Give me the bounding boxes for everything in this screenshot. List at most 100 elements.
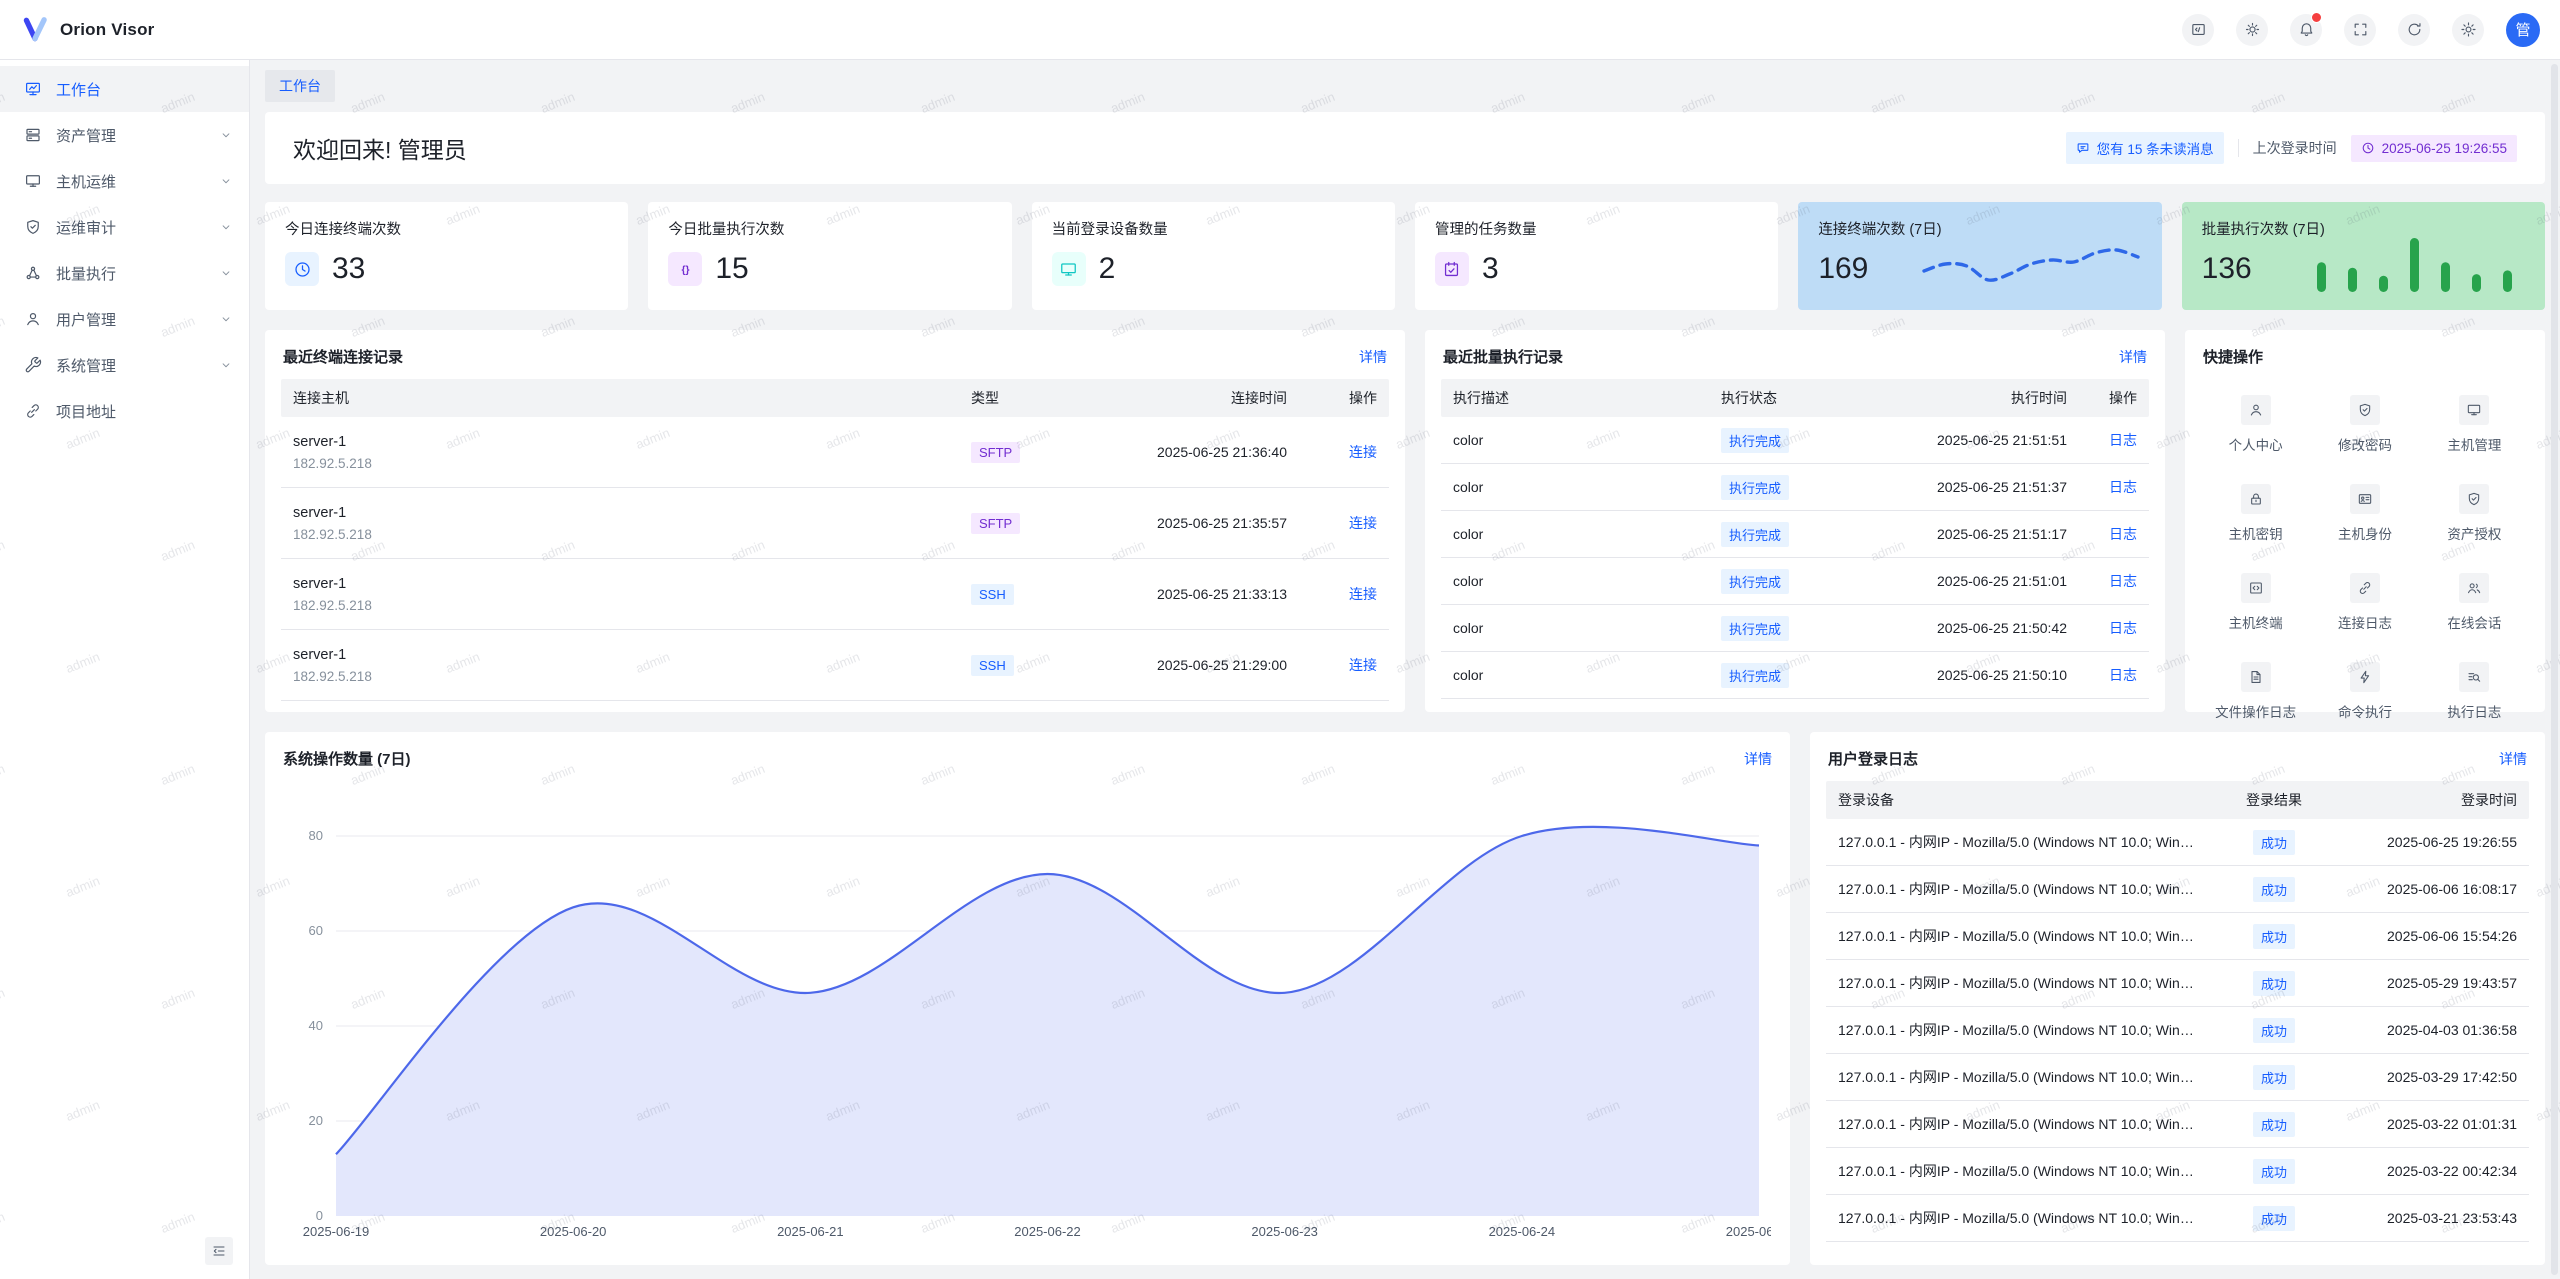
sidebar-item-assets[interactable]: 资产管理	[0, 112, 249, 158]
result-badge: 成功	[2253, 1159, 2295, 1184]
quick-action-change-password[interactable]: 修改密码	[2310, 395, 2419, 454]
notifications-icon	[2298, 21, 2315, 38]
file-text-icon	[2241, 662, 2271, 692]
login-time: 2025-03-29 17:42:50	[2339, 1069, 2529, 1085]
stat-card-current-login-devices: 当前登录设备数量2	[1032, 202, 1395, 310]
settings-button[interactable]	[2452, 14, 2484, 46]
sidebar-item-host-ops[interactable]: 主机运维	[0, 158, 249, 204]
sidebar-item-system-mgmt[interactable]: 系统管理	[0, 342, 249, 388]
stat-value: 136	[2202, 252, 2252, 286]
result-badge: 成功	[2253, 1065, 2295, 1090]
notifications-button[interactable]	[2290, 14, 2322, 46]
last-login-label: 上次登录时间	[2253, 138, 2337, 158]
login-time: 2025-06-25 19:26:55	[2339, 834, 2529, 850]
exec-desc: color	[1441, 573, 1709, 589]
breadcrumb[interactable]: 工作台	[265, 70, 335, 102]
stat-value: 2	[1099, 252, 1116, 286]
fullscreen-icon	[2352, 21, 2369, 38]
quick-action-execution-log[interactable]: 执行日志	[2420, 662, 2529, 721]
quick-action-online-sessions[interactable]: 在线会话	[2420, 573, 2529, 632]
fullscreen-button[interactable]	[2344, 14, 2376, 46]
bottom-row: 系统操作数量 (7日) 详情 0204060802025-06-192025-0…	[265, 732, 2545, 1265]
x-axis-tick: 2025-06-22	[1014, 1224, 1081, 1239]
log-link[interactable]: 日志	[2109, 432, 2137, 448]
quick-action-host-management[interactable]: 主机管理	[2420, 395, 2529, 454]
user-avatar[interactable]: 管	[2506, 13, 2540, 47]
log-link[interactable]: 日志	[2109, 573, 2137, 589]
quick-action-host-identity[interactable]: 主机身份	[2310, 484, 2419, 543]
sidebar-item-workbench[interactable]: 工作台	[0, 66, 249, 112]
clock-icon	[2361, 141, 2375, 155]
exec-time: 2025-06-25 21:51:51	[1859, 432, 2079, 448]
host-name: server-1	[293, 576, 947, 592]
detail-link[interactable]: 详情	[1744, 749, 1772, 769]
host-ip: 182.92.5.218	[293, 527, 947, 542]
divider	[2238, 139, 2239, 157]
y-axis-tick: 0	[316, 1208, 323, 1223]
quick-action-label: 在线会话	[2447, 612, 2501, 632]
middle-row: 最近终端连接记录 详情 连接主机类型连接时间操作server-1182.92.5…	[265, 330, 2545, 712]
recent-executions-panel: 最近批量执行记录 详情 执行描述执行状态执行时间操作color执行完成2025-…	[1425, 330, 2165, 712]
collapse-sidebar-button[interactable]	[205, 1237, 233, 1265]
sidebar-item-batch-exec[interactable]: 批量执行	[0, 250, 249, 296]
unread-messages-badge[interactable]: 您有 15 条未读消息	[2066, 132, 2224, 164]
quick-action-label: 主机终端	[2229, 612, 2283, 632]
login-logs-panel: 用户登录日志 详情 登录设备登录结果登录时间127.0.0.1 - 内网IP -…	[1810, 732, 2545, 1265]
table-header: 连接主机类型连接时间操作	[281, 379, 1389, 417]
sidebar-item-user-mgmt[interactable]: 用户管理	[0, 296, 249, 342]
sidebar-item-label: 资产管理	[56, 125, 219, 146]
detail-link[interactable]: 详情	[1359, 347, 1387, 367]
refresh-button[interactable]	[2398, 14, 2430, 46]
sidebar-item-project-link[interactable]: 项目地址	[0, 388, 249, 434]
quick-action-host-keys[interactable]: 主机密钥	[2201, 484, 2310, 543]
quick-action-host-terminal[interactable]: 主机终端	[2201, 573, 2310, 632]
host-name: server-1	[293, 647, 947, 663]
status-badge: 执行完成	[1721, 522, 1789, 547]
notification-dot	[2311, 12, 2322, 23]
quick-action-label: 主机身份	[2338, 523, 2392, 543]
shield-check-icon	[2357, 402, 2373, 418]
detail-link[interactable]: 详情	[2499, 749, 2527, 769]
connect-link[interactable]: 连接	[1349, 515, 1377, 531]
status-badge: 执行完成	[1721, 475, 1789, 500]
stat-value: 3	[1482, 252, 1499, 286]
connect-link[interactable]: 连接	[1349, 444, 1377, 460]
stat-value: 15	[715, 252, 748, 286]
brand-name: Orion Visor	[60, 20, 154, 40]
login-time: 2025-03-22 01:01:31	[2339, 1116, 2529, 1132]
quick-action-asset-authorization[interactable]: 资产授权	[2420, 484, 2529, 543]
quick-action-label: 文件操作日志	[2215, 701, 2296, 721]
sparkline-bar-chart	[2299, 230, 2529, 296]
log-link[interactable]: 日志	[2109, 620, 2137, 636]
connect-link[interactable]: 连接	[1349, 586, 1377, 602]
vertical-scrollbar[interactable]	[2551, 64, 2558, 1275]
quick-action-connection-log[interactable]: 连接日志	[2310, 573, 2419, 632]
login-time: 2025-06-06 16:08:17	[2339, 881, 2529, 897]
log-link[interactable]: 日志	[2109, 479, 2137, 495]
detail-link[interactable]: 详情	[2119, 347, 2147, 367]
quick-action-command-execution[interactable]: 命令执行	[2310, 662, 2419, 721]
log-link[interactable]: 日志	[2109, 667, 2137, 683]
sidebar-item-ops-audit[interactable]: 运维审计	[0, 204, 249, 250]
exec-time: 2025-06-25 21:50:10	[1859, 667, 2079, 683]
host-ip: 182.92.5.218	[293, 456, 947, 471]
table-header: 登录设备登录结果登录时间	[1826, 781, 2529, 819]
panel-title: 快捷操作	[2203, 346, 2263, 367]
login-device: 127.0.0.1 - 内网IP - Mozilla/5.0 (Windows …	[1826, 973, 2209, 993]
login-time: 2025-05-29 19:43:57	[2339, 975, 2529, 991]
exec-time: 2025-06-25 21:51:17	[1859, 526, 2079, 542]
code-button[interactable]	[2182, 14, 2214, 46]
stat-card-today-batch-executions: 今日批量执行次数{}15	[648, 202, 1011, 310]
quick-action-file-operation-log[interactable]: 文件操作日志	[2201, 662, 2310, 721]
login-device: 127.0.0.1 - 内网IP - Mozilla/5.0 (Windows …	[1826, 832, 2209, 852]
log-link[interactable]: 日志	[2109, 526, 2137, 542]
theme-button[interactable]	[2236, 14, 2268, 46]
stats-row: 今日连接终端次数33今日批量执行次数{}15当前登录设备数量2管理的任务数量3连…	[265, 202, 2545, 310]
operations-chart-panel: 系统操作数量 (7日) 详情 0204060802025-06-192025-0…	[265, 732, 1790, 1265]
braces-icon: {}	[668, 252, 702, 286]
result-badge: 成功	[2253, 1206, 2295, 1231]
chevron-down-icon	[219, 174, 233, 188]
quick-action-personal-center[interactable]: 个人中心	[2201, 395, 2310, 454]
exec-desc: color	[1441, 667, 1709, 683]
connect-link[interactable]: 连接	[1349, 657, 1377, 673]
